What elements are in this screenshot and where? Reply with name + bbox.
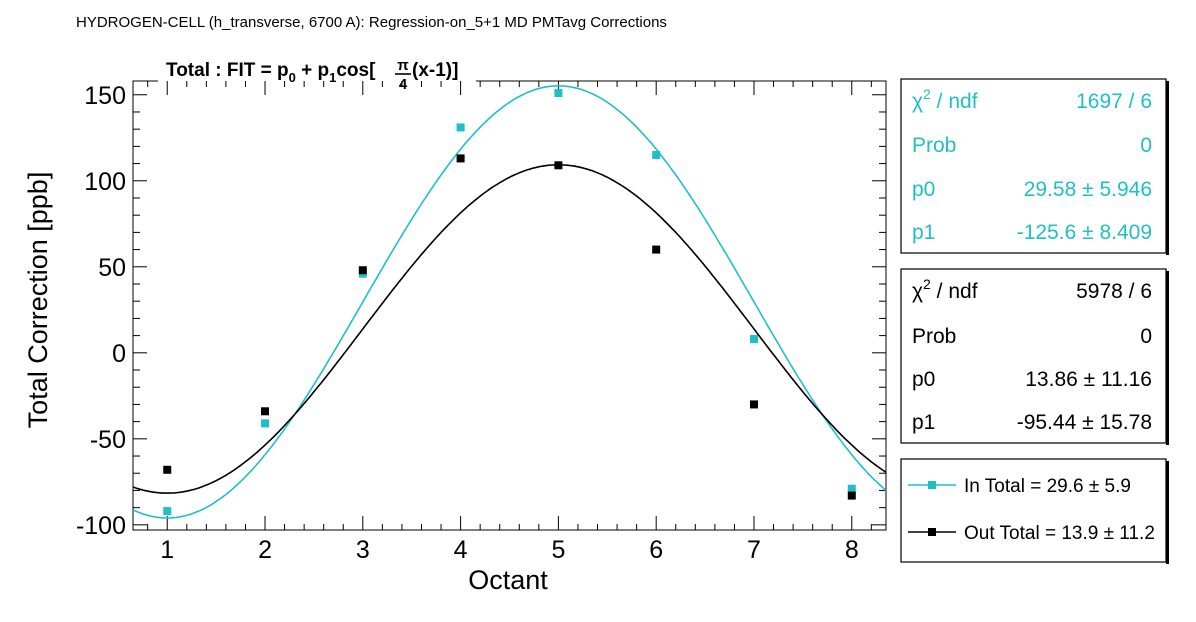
x-tick-label: 4 — [454, 536, 468, 564]
stats-out-value-prob: 0 — [1140, 325, 1152, 348]
data-point-out — [847, 491, 856, 500]
x-tick-label: 3 — [356, 536, 370, 564]
y-axis: -100 -50 0 50 100 150 — [76, 82, 886, 540]
x-axis: 1 2 3 4 5 6 7 8 — [147, 81, 872, 564]
stats-in-value-prob: 0 — [1140, 134, 1152, 157]
stats-box-in-shadow — [1166, 81, 1169, 255]
stats-out-label-prob: Prob — [912, 325, 956, 348]
data-point-in — [652, 150, 661, 159]
data-point-in — [261, 419, 270, 428]
data-point-out — [358, 266, 367, 275]
stats-in-chi-label: χ2 / ndf — [912, 86, 978, 113]
x-tick-label: 1 — [160, 536, 174, 564]
data-point-out — [554, 161, 563, 170]
x-tick-label: 2 — [258, 536, 272, 564]
stats-in-chi-value: 1697 / 6 — [1076, 90, 1152, 113]
legend-shadow — [1166, 461, 1169, 564]
y-tick-label: -100 — [76, 512, 126, 540]
stats-out-chi-label: χ2 / ndf — [912, 276, 978, 303]
x-tick-label: 6 — [649, 536, 663, 564]
stats-box-in: χ2 / ndf 1697 / 6 Prob 0 p0 29.58 ± 5.94… — [900, 78, 1169, 255]
data-point-in — [847, 484, 856, 493]
plot-frame — [132, 80, 887, 531]
data-point-in — [456, 123, 465, 132]
fit-label-box — [158, 51, 476, 87]
stats-in-value-p1: -125.6 ± 8.409 — [1017, 221, 1152, 244]
x-axis-title: Octant — [468, 565, 548, 595]
data-point-in — [749, 335, 758, 344]
fit-curve-out — [132, 164, 887, 494]
x-tick-label: 7 — [747, 536, 761, 564]
stats-in-label-p1: p1 — [912, 221, 935, 244]
y-tick-label: -50 — [90, 426, 126, 454]
fit-label-frac-den: 4 — [399, 76, 408, 93]
legend-out-marker — [928, 528, 936, 536]
fit-label-suffix: (x-1)] — [412, 60, 458, 81]
fit-curve-in — [132, 85, 887, 519]
stats-out-value-p1: -95.44 ± 15.78 — [1017, 411, 1152, 434]
stats-box-out: χ2 / ndf 5978 / 6 Prob 0 p0 13.86 ± 11.1… — [900, 268, 1169, 445]
stats-box-out-frame — [900, 268, 1167, 444]
data-point-out — [652, 245, 661, 254]
stats-in-label-p0: p0 — [912, 178, 935, 201]
y-tick-label: 100 — [84, 168, 126, 196]
data-point-out — [456, 154, 465, 163]
legend-in-label: In Total = 29.6 ± 5.9 — [964, 476, 1131, 497]
stats-out-value-p0: 13.86 ± 11.16 — [1025, 368, 1152, 391]
stats-in-value-p0: 29.58 ± 5.946 — [1024, 178, 1152, 201]
legend-out-label: Out Total = 13.9 ± 11.2 — [964, 523, 1155, 544]
stats-box-out-shadow — [1166, 271, 1169, 445]
legend-in-marker — [928, 481, 936, 489]
y-tick-label: 0 — [112, 340, 126, 368]
y-tick-label: 50 — [98, 254, 126, 282]
stats-out-chi-value: 5978 / 6 — [1076, 280, 1152, 303]
canvas-title: HYDROGEN-CELL (h_transverse, 6700 A): Re… — [76, 14, 667, 31]
data-point-in — [163, 507, 172, 516]
data-point-in — [554, 89, 563, 98]
data-point-out — [163, 465, 172, 474]
x-tick-label: 5 — [551, 536, 565, 564]
stats-out-label-p1: p1 — [912, 411, 935, 434]
stats-box-in-frame — [900, 78, 1167, 254]
fit-label-text: Total : FIT = p0 + p1cos[ — [166, 60, 376, 85]
series-layer — [132, 85, 887, 519]
legend: In Total = 29.6 ± 5.9 Out Total = 13.9 ±… — [900, 458, 1169, 564]
data-point-out — [749, 400, 758, 409]
data-point-out — [261, 407, 270, 416]
x-tick-label: 8 — [845, 536, 859, 564]
y-tick-label: 150 — [84, 82, 126, 110]
fit-label-frac-num: π — [397, 57, 409, 74]
legend-frame — [900, 458, 1167, 563]
stats-in-label-prob: Prob — [912, 134, 956, 157]
fit-label: Total : FIT = p0 + p1cos[ π 4 (x-1)] — [158, 51, 476, 93]
y-axis-title: Total Correction [ppb] — [23, 172, 53, 429]
stats-out-label-p0: p0 — [912, 368, 935, 391]
